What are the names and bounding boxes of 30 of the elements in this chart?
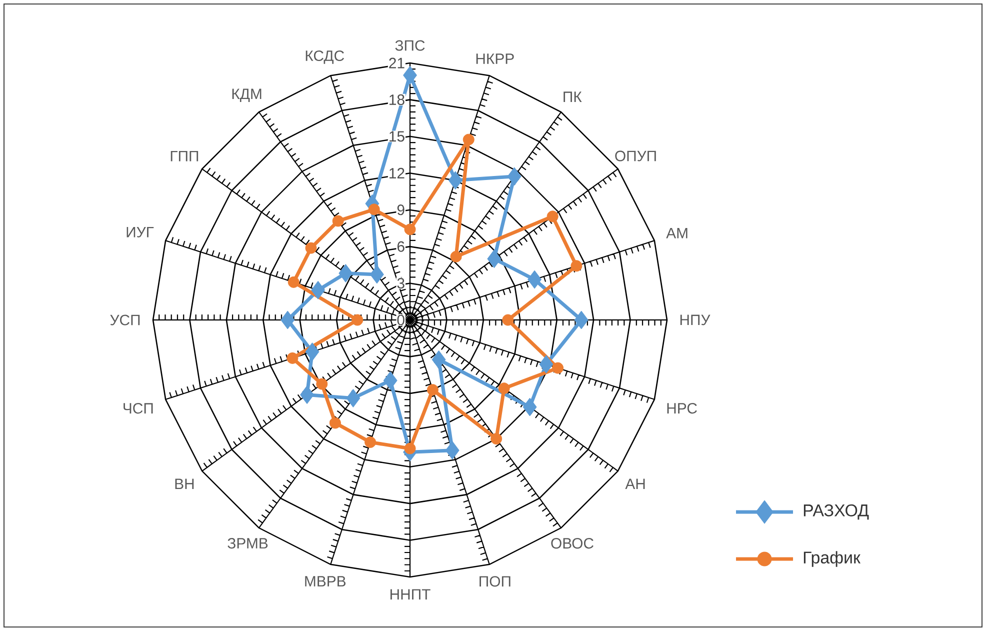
y-tick-label: 18	[390, 94, 404, 105]
spoke-label: ИУГ	[126, 226, 154, 238]
y-tick-label: 3	[397, 278, 404, 289]
spoke-label: КСДС	[306, 50, 344, 64]
spoke-label: ЗПС	[395, 40, 425, 51]
y-tick-label: 6	[397, 241, 404, 252]
spoke-label: УСП	[110, 314, 140, 326]
spoke-label: МВРВ	[305, 576, 346, 586]
spoke-label: НКРР	[476, 54, 514, 64]
spoke-label: ОПУП	[615, 150, 656, 162]
spoke-label: ЧСП	[124, 403, 153, 414]
spoke-label: НРС	[667, 403, 697, 414]
spoke-label: ГПП	[170, 150, 198, 162]
spoke-label: НПУ	[680, 314, 710, 326]
spoke-label: ННПТ	[390, 589, 430, 600]
spoke-label: КДМ	[232, 88, 262, 102]
spoke-label: ПОП	[480, 576, 510, 587]
y-tick-label: 15	[390, 131, 404, 142]
y-tick-label: 12	[390, 168, 404, 178]
y-tick-label: 21	[389, 58, 404, 68]
spoke-label: АМ	[666, 228, 688, 238]
spoke-label: ВН	[175, 478, 194, 489]
legend-label: РАЗХОД	[804, 504, 869, 520]
spoke-label: ЗРМВ	[228, 538, 268, 549]
y-tick-label: 9	[397, 204, 404, 216]
spoke-label: ПК	[564, 92, 582, 102]
spoke-label: АН	[625, 478, 645, 489]
spoke-label: ОВОС	[551, 538, 594, 549]
y-tick-label: 0	[397, 314, 404, 326]
legend-label: График	[804, 551, 861, 567]
